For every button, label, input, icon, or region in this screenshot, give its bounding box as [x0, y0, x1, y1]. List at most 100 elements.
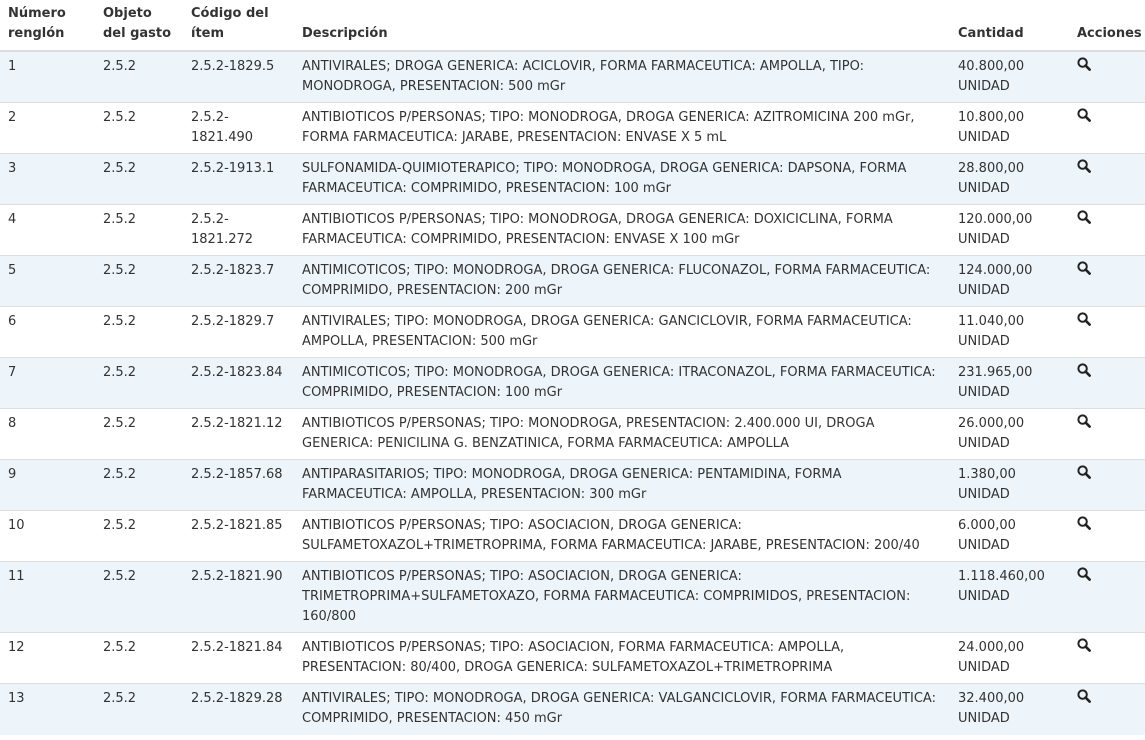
cell-cantidad: 40.800,00 UNIDAD	[950, 50, 1069, 103]
search-icon[interactable]	[1077, 159, 1091, 173]
cell-codigo: 2.5.2-1821.90	[183, 561, 294, 633]
quantity-unit: UNIDAD	[958, 711, 1010, 726]
cell-objeto: 2.5.2	[95, 408, 183, 460]
cell-cantidad: 32.400,00 UNIDAD	[950, 683, 1069, 735]
cell-objeto: 2.5.2	[95, 255, 183, 307]
quantity-value: 26.000,00	[958, 416, 1025, 431]
quantity-unit: UNIDAD	[958, 130, 1010, 145]
cell-acciones	[1069, 102, 1145, 154]
search-icon[interactable]	[1077, 312, 1091, 326]
header-codigo: Código del ítem	[183, 0, 294, 52]
cell-cantidad: 1.118.460,00 UNIDAD	[950, 561, 1069, 633]
quantity-unit: UNIDAD	[958, 487, 1010, 502]
cell-objeto: 2.5.2	[95, 561, 183, 633]
cell-descripcion: ANTIBIOTICOS P/PERSONAS; TIPO: MONODROGA…	[294, 204, 950, 256]
cell-codigo: 2.5.2-1821.85	[183, 510, 294, 562]
cell-objeto: 2.5.2	[95, 50, 183, 103]
quantity-value: 6.000,00	[958, 518, 1016, 533]
cell-acciones	[1069, 153, 1145, 205]
cell-numero: 12	[0, 632, 95, 684]
cell-numero: 1	[0, 50, 95, 103]
cell-objeto: 2.5.2	[95, 510, 183, 562]
cell-codigo: 2.5.2-1821.490	[183, 102, 294, 154]
table-row: 6 2.5.2 2.5.2-1829.7 ANTIVIRALES; TIPO: MON…	[0, 306, 1145, 358]
cell-objeto: 2.5.2	[95, 459, 183, 511]
cell-objeto: 2.5.2	[95, 204, 183, 256]
cell-objeto: 2.5.2	[95, 632, 183, 684]
cell-numero: 9	[0, 459, 95, 511]
cell-codigo: 2.5.2-1823.84	[183, 357, 294, 409]
cell-acciones	[1069, 561, 1145, 633]
cell-codigo: 2.5.2-1829.28	[183, 683, 294, 735]
search-icon[interactable]	[1077, 567, 1091, 581]
cell-codigo: 2.5.2-1821.12	[183, 408, 294, 460]
quantity-unit: UNIDAD	[958, 181, 1010, 196]
cell-codigo: 2.5.2-1857.68	[183, 459, 294, 511]
table-row: 7 2.5.2 2.5.2-1823.84 ANTIMICOTICOS; TIPO: …	[0, 357, 1145, 409]
search-icon[interactable]	[1077, 689, 1091, 703]
quantity-value: 231.965,00	[958, 365, 1033, 380]
table-row: 10 2.5.2 2.5.2-1821.85 ANTIBIOTICOS P/PERSO…	[0, 510, 1145, 562]
quantity-unit: UNIDAD	[958, 538, 1010, 553]
search-icon[interactable]	[1077, 108, 1091, 122]
search-icon[interactable]	[1077, 465, 1091, 479]
quantity-value: 1.118.460,00	[958, 569, 1045, 584]
table-row: 8 2.5.2 2.5.2-1821.12 ANTIBIOTICOS P/PERSON…	[0, 408, 1145, 460]
table-row: 4 2.5.2 2.5.2-1821.272 ANTIBIOTICOS P/PERSO…	[0, 204, 1145, 256]
search-icon[interactable]	[1077, 516, 1091, 530]
search-icon[interactable]	[1077, 57, 1091, 71]
cell-numero: 8	[0, 408, 95, 460]
cell-descripcion: ANTIBIOTICOS P/PERSONAS; TIPO: ASOCIACIO…	[294, 561, 950, 633]
cell-descripcion: SULFONAMIDA-QUIMIOTERAPICO; TIPO: MONODR…	[294, 153, 950, 205]
quantity-value: 1.380,00	[958, 467, 1016, 482]
cell-codigo: 2.5.2-1821.84	[183, 632, 294, 684]
table-row: 3 2.5.2 2.5.2-1913.1 SULFONAMIDA-QUIMIOTERA…	[0, 153, 1145, 205]
search-icon[interactable]	[1077, 210, 1091, 224]
header-acciones: Acciones	[1069, 0, 1145, 52]
cell-cantidad: 26.000,00 UNIDAD	[950, 408, 1069, 460]
cell-acciones	[1069, 683, 1145, 735]
cell-acciones	[1069, 50, 1145, 103]
quantity-value: 120.000,00	[958, 212, 1033, 227]
cell-descripcion: ANTIVIRALES; TIPO: MONODROGA, DROGA GENE…	[294, 306, 950, 358]
cell-cantidad: 24.000,00 UNIDAD	[950, 632, 1069, 684]
cell-codigo: 2.5.2-1913.1	[183, 153, 294, 205]
search-icon[interactable]	[1077, 363, 1091, 377]
cell-numero: 4	[0, 204, 95, 256]
search-icon[interactable]	[1077, 414, 1091, 428]
table-row: 1 2.5.2 2.5.2-1829.5 ANTIVIRALES; DROGA GEN…	[0, 50, 1145, 103]
cell-acciones	[1069, 255, 1145, 307]
cell-cantidad: 124.000,00 UNIDAD	[950, 255, 1069, 307]
cell-numero: 7	[0, 357, 95, 409]
table-row: 2 2.5.2 2.5.2-1821.490 ANTIBIOTICOS P/PERSO…	[0, 102, 1145, 154]
cell-cantidad: 231.965,00 UNIDAD	[950, 357, 1069, 409]
table-row: 13 2.5.2 2.5.2-1829.28 ANTIVIRALES; TIPO: M…	[0, 683, 1145, 735]
cell-numero: 5	[0, 255, 95, 307]
cell-descripcion: ANTIMICOTICOS; TIPO: MONODROGA, DROGA GE…	[294, 255, 950, 307]
cell-descripcion: ANTIPARASITARIOS; TIPO: MONODROGA, DROGA…	[294, 459, 950, 511]
quantity-value: 28.800,00	[958, 161, 1025, 176]
table-row: 9 2.5.2 2.5.2-1857.68 ANTIPARASITARIOS; TIP…	[0, 459, 1145, 511]
quantity-value: 24.000,00	[958, 640, 1025, 655]
cell-cantidad: 10.800,00 UNIDAD	[950, 102, 1069, 154]
quantity-unit: UNIDAD	[958, 283, 1010, 298]
cell-descripcion: ANTIVIRALES; DROGA GENERICA: ACICLOVIR, …	[294, 50, 950, 103]
table-row: 5 2.5.2 2.5.2-1823.7 ANTIMICOTICOS; TIPO: M…	[0, 255, 1145, 307]
cell-numero: 3	[0, 153, 95, 205]
header-numero: Número renglón	[0, 0, 95, 52]
quantity-value: 40.800,00	[958, 59, 1025, 74]
header-cantidad: Cantidad	[950, 0, 1069, 52]
search-icon[interactable]	[1077, 638, 1091, 652]
cell-codigo: 2.5.2-1829.5	[183, 50, 294, 103]
header-objeto: Objeto del gasto	[95, 0, 183, 52]
cell-cantidad: 11.040,00 UNIDAD	[950, 306, 1069, 358]
quantity-unit: UNIDAD	[958, 79, 1010, 94]
table-header-row: Número renglón Objeto del gasto Código d…	[0, 0, 1145, 52]
search-icon[interactable]	[1077, 261, 1091, 275]
header-descripcion: Descripción	[294, 0, 950, 52]
quantity-value: 124.000,00	[958, 263, 1033, 278]
cell-numero: 11	[0, 561, 95, 633]
cell-codigo: 2.5.2-1821.272	[183, 204, 294, 256]
cell-cantidad: 6.000,00 UNIDAD	[950, 510, 1069, 562]
